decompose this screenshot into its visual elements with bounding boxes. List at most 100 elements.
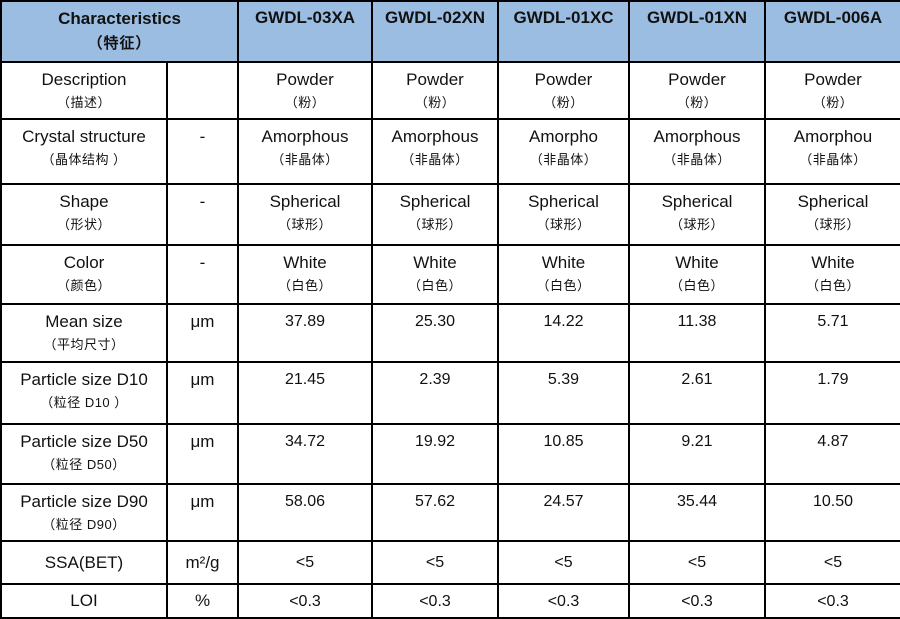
row-label-cell: Color （颜色） <box>0 244 168 305</box>
value-text: 10.50 <box>812 493 854 510</box>
row-label-cell: SSA(BET) <box>0 540 168 585</box>
value-text-zh: （粉） <box>414 95 456 110</box>
row-label: Crystal structure <box>22 127 146 146</box>
value-cell: 57.62 <box>371 483 499 542</box>
value-text: <0.3 <box>547 592 580 610</box>
value-text: 37.89 <box>284 313 326 330</box>
row-label-cell: Particle size D50 （粒径 D50） <box>0 423 168 485</box>
value-text: White <box>283 253 327 272</box>
value-cell: White （白色） <box>628 244 766 305</box>
value-cell: <0.3 <box>371 583 499 619</box>
row-label: LOI <box>70 591 98 610</box>
value-cell: Spherical （球形） <box>628 183 766 246</box>
value-text: 25.30 <box>414 313 456 330</box>
table-row: Description （描述） Powder （粉） Powder （粉） Powder （… <box>0 61 900 120</box>
value-cell: Amorphous （非晶体） <box>628 118 766 185</box>
value-text: 34.72 <box>284 433 326 450</box>
value-cell: Spherical （球形） <box>371 183 499 246</box>
header-row: Characteristics （特征） GWDL-03XA GWDL-02XN… <box>0 0 900 63</box>
value-cell: White （白色） <box>237 244 373 305</box>
unit-label: μm <box>190 492 215 511</box>
value-text: 58.06 <box>284 493 326 510</box>
value-cell: 25.30 <box>371 303 499 363</box>
value-cell: 37.89 <box>237 303 373 363</box>
value-text: Spherical <box>399 192 471 211</box>
value-cell: <5 <box>628 540 766 585</box>
table-row: Shape （形状） - Spherical （球形） Spherical （球形） Sphe… <box>0 183 900 246</box>
value-text-zh: （白色） <box>805 278 860 293</box>
row-label-cell: Crystal structure （晶体结构 ） <box>0 118 168 185</box>
value-text: 10.85 <box>543 433 584 450</box>
unit-label: - <box>199 253 206 272</box>
value-text-zh: （非晶体） <box>271 152 339 167</box>
row-label: Description <box>41 70 127 89</box>
value-text: Powder <box>534 70 593 89</box>
row-label: Shape <box>59 192 109 211</box>
value-cell: <5 <box>371 540 499 585</box>
product-column-header: GWDL-01XC <box>497 0 630 63</box>
table-row: LOI% <0.3 <0.3 <0.3 <0.3 <0.3 <box>0 583 900 619</box>
table-row: Particle size D50 （粒径 D50） μm 34.72 19.92 10.… <box>0 423 900 485</box>
value-text: <5 <box>823 554 843 571</box>
value-cell: Powder （粉） <box>628 61 766 120</box>
row-label-zh: （描述） <box>56 95 111 110</box>
value-cell: Amorphou （非晶体） <box>764 118 900 185</box>
value-text: <0.3 <box>289 592 321 610</box>
value-text: White <box>413 253 457 272</box>
unit-label: m²/g <box>185 552 220 572</box>
row-label-cell: LOI <box>0 583 168 619</box>
characteristics-header-cell: Characteristics （特征） <box>0 0 239 63</box>
value-text: Amorphous <box>653 127 741 146</box>
value-text-zh: （白色） <box>536 278 591 293</box>
product-column-header: GWDL-01XN <box>628 0 766 63</box>
value-cell: 34.72 <box>237 423 373 485</box>
row-label: Particle size D50 <box>20 432 148 451</box>
unit-cell: μm <box>166 423 239 485</box>
value-cell: 2.39 <box>371 361 499 425</box>
value-text: 35.44 <box>676 493 718 510</box>
value-cell: 58.06 <box>237 483 373 542</box>
unit-cell: μm <box>166 303 239 363</box>
value-text: White <box>811 253 855 272</box>
row-label: Mean size <box>45 312 123 331</box>
value-text-zh: （白色） <box>277 278 332 293</box>
unit-label: μm <box>190 432 215 451</box>
value-text: <5 <box>425 554 445 571</box>
value-text: White <box>675 253 719 272</box>
row-label-cell: Particle size D90 （粒径 D90） <box>0 483 168 542</box>
table-row: Mean size （平均尺寸） μm 37.89 25.30 14.22 11.38 5.7… <box>0 303 900 363</box>
unit-label: - <box>199 127 206 146</box>
value-text: Amorphou <box>793 127 873 146</box>
row-label-zh: （形状） <box>56 217 111 232</box>
value-text-zh: （白色） <box>669 278 724 293</box>
value-text-zh: （非晶体） <box>529 152 598 167</box>
value-cell: Amorphous （非晶体） <box>371 118 499 185</box>
value-text: Powder <box>804 70 862 89</box>
value-text: 57.62 <box>414 493 456 510</box>
row-label-zh: （粒径 D50） <box>42 457 126 472</box>
value-cell: Amorpho （非晶体） <box>497 118 630 185</box>
value-cell: 11.38 <box>628 303 766 363</box>
value-cell: 21.45 <box>237 361 373 425</box>
value-cell: 14.22 <box>497 303 630 363</box>
value-text: Amorphous <box>391 127 479 146</box>
value-text-zh: （球形） <box>407 217 462 232</box>
value-text: Amorphous <box>261 127 349 146</box>
characteristics-header-label: Characteristics <box>58 9 181 28</box>
row-label-zh: （晶体结构 ） <box>41 152 127 167</box>
value-cell: 5.39 <box>497 361 630 425</box>
value-text-zh: （粉） <box>284 95 326 110</box>
value-text-zh: （白色） <box>407 278 462 293</box>
value-text-zh: （非晶体） <box>401 152 469 167</box>
value-cell: 4.87 <box>764 423 900 485</box>
value-text: Powder <box>276 70 334 89</box>
row-label: SSA(BET) <box>44 552 124 572</box>
value-cell: <5 <box>237 540 373 585</box>
value-text-zh: （非晶体） <box>663 152 731 167</box>
characteristics-header-label-zh: （特征） <box>87 35 152 52</box>
row-label-zh: （粒径 D10 ） <box>40 395 128 410</box>
value-text: Spherical <box>797 192 869 211</box>
value-text: <0.3 <box>681 592 713 610</box>
value-text: 9.21 <box>681 433 713 450</box>
